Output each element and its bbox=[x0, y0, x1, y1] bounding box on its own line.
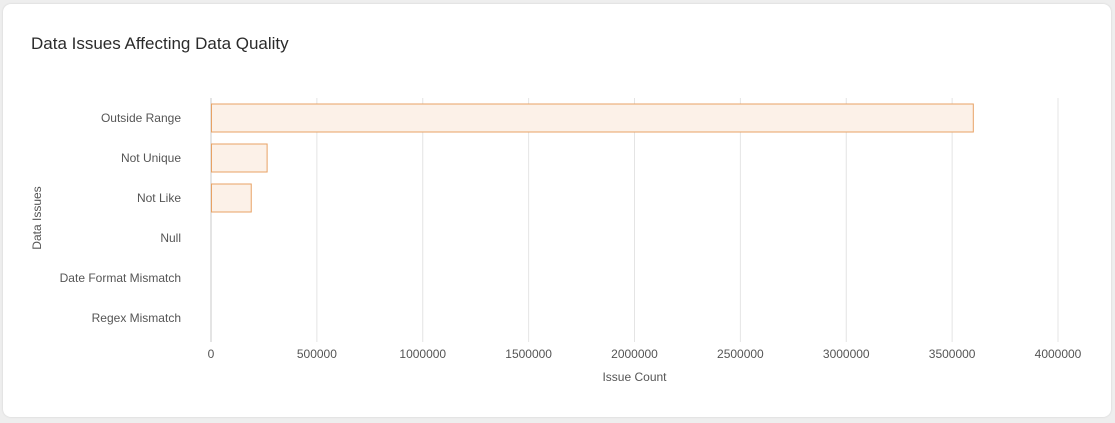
x-axis-labels: 0 500000 1000000 1500000 2000000 2500000 30000… bbox=[208, 347, 1082, 361]
bar bbox=[211, 103, 974, 133]
y-tick-label: Not Like bbox=[137, 191, 181, 205]
y-axis-labels: Outside Range Not Unique Not Like Null Date … bbox=[60, 111, 182, 325]
x-tick-label: 4000000 bbox=[1035, 347, 1082, 361]
x-tick-label: 2000000 bbox=[611, 347, 658, 361]
chart-title: Data Issues Affecting Data Quality bbox=[31, 34, 289, 53]
bar bbox=[211, 183, 252, 213]
bar bbox=[211, 143, 268, 173]
x-tick-label: 3500000 bbox=[929, 347, 976, 361]
x-tick-label: 500000 bbox=[297, 347, 337, 361]
y-tick-label: Regex Mismatch bbox=[92, 311, 181, 325]
x-tick-label: 3000000 bbox=[823, 347, 870, 361]
bar-chart: Outside Range Not Unique Not Like Null Date … bbox=[30, 98, 1082, 384]
y-tick-label: Date Format Mismatch bbox=[60, 271, 181, 285]
x-tick-label: 1500000 bbox=[505, 347, 552, 361]
y-axis-title: Data Issues bbox=[30, 186, 44, 249]
x-tick-label: 2500000 bbox=[717, 347, 764, 361]
y-tick-label: Null bbox=[160, 231, 181, 245]
y-tick-label: Outside Range bbox=[101, 111, 181, 125]
bars bbox=[211, 103, 974, 213]
y-tick-label: Not Unique bbox=[121, 151, 181, 165]
x-axis-title: Issue Count bbox=[602, 370, 667, 384]
x-tick-label: 1000000 bbox=[399, 347, 446, 361]
chart-card: Data Issues Affecting Data Quality Outsi… bbox=[3, 4, 1111, 417]
x-tick-label: 0 bbox=[208, 347, 215, 361]
grid-lines bbox=[210, 98, 1059, 342]
